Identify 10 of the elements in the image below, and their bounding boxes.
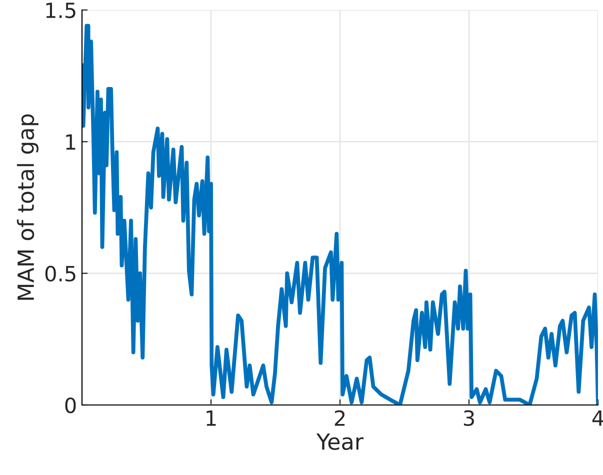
y-tick-label: 1 (66, 134, 76, 150)
x-axis-title: Year (316, 433, 364, 450)
y-tick-label: 0 (65, 397, 76, 414)
y-tick-label: 0.5 (45, 266, 76, 282)
x-tick-label: 2 (334, 410, 345, 426)
x-tick-label: 3 (464, 410, 474, 426)
x-tick-label: 4 (592, 410, 603, 426)
y-axis-title: MAM of total gap (16, 114, 38, 300)
x-tick-label: 1 (206, 410, 216, 426)
y-tick-label: 1.5 (46, 2, 76, 18)
